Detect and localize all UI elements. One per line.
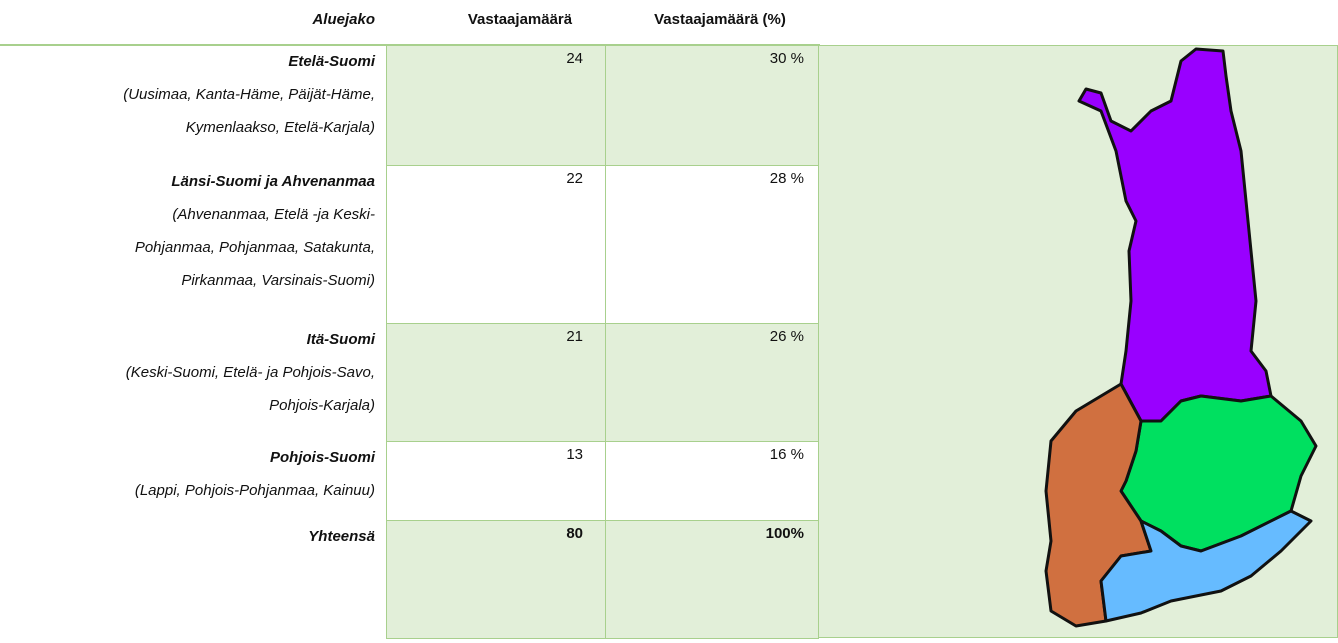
region-cell: Etelä-Suomi (Uusimaa, Kanta-Häme, Päijät-…	[0, 45, 375, 165]
count: 21	[566, 328, 583, 345]
region-cell: Itä-Suomi (Keski-Suomi, Etelä- ja Pohjois…	[0, 323, 375, 441]
finland-map	[1044, 47, 1318, 628]
region-detail: Kymenlaakso, Etelä-Karjala)	[185, 119, 375, 136]
region-north	[1077, 47, 1273, 423]
region-name: Etelä-Suomi	[288, 53, 375, 70]
count: 80	[566, 525, 583, 542]
header-region: Aluejako	[312, 11, 375, 28]
percent-cell: 16 %	[605, 441, 819, 521]
region-detail: Pohjanmaa, Pohjanmaa, Satakunta,	[134, 239, 375, 256]
region-cell: Länsi-Suomi ja Ahvenanmaa (Ahvenanmaa, Et…	[0, 165, 375, 323]
percent-cell: 28 %	[605, 165, 819, 324]
region-name: Yhteensä	[308, 528, 375, 545]
count-cell: 24	[386, 45, 606, 166]
percent: 100%	[765, 525, 804, 542]
count-cell: 22	[386, 165, 606, 324]
percent: 26 %	[769, 328, 804, 345]
count-cell: 80	[386, 520, 606, 639]
header-count: Vastaajamäärä	[467, 11, 573, 28]
percent-cell: 100%	[605, 520, 819, 639]
header-percent: Vastaajamäärä (%)	[654, 11, 786, 28]
region-cell: Pohjois-Suomi (Lappi, Pohjois-Pohjanmaa, …	[0, 441, 375, 520]
count: 22	[566, 170, 583, 187]
region-detail: Pirkanmaa, Varsinais-Suomi)	[181, 272, 375, 289]
percent: 30 %	[769, 50, 804, 67]
region-detail: (Uusimaa, Kanta-Häme, Päijät-Häme,	[123, 86, 375, 103]
region-name: Itä-Suomi	[306, 331, 375, 348]
count: 24	[566, 50, 583, 67]
map-cell	[818, 45, 1338, 638]
region-detail: (Keski-Suomi, Etelä- ja Pohjois-Savo,	[125, 364, 375, 381]
region-name: Pohjois-Suomi	[270, 449, 375, 466]
region-detail: (Lappi, Pohjois-Pohjanmaa, Kainuu)	[134, 482, 375, 499]
region-name: Länsi-Suomi ja Ahvenanmaa	[171, 173, 375, 190]
count-cell: 21	[386, 323, 606, 442]
count: 13	[566, 446, 583, 463]
region-detail: (Ahvenanmaa, Etelä -ja Keski-	[172, 206, 375, 223]
percent: 28 %	[769, 170, 804, 187]
region-detail: Pohjois-Karjala)	[269, 397, 375, 414]
percent-cell: 26 %	[605, 323, 819, 442]
region-south	[1099, 509, 1313, 623]
region-cell: Yhteensä	[0, 520, 375, 638]
count-cell: 13	[386, 441, 606, 521]
percent: 16 %	[769, 446, 804, 463]
percent-cell: 30 %	[605, 45, 819, 166]
